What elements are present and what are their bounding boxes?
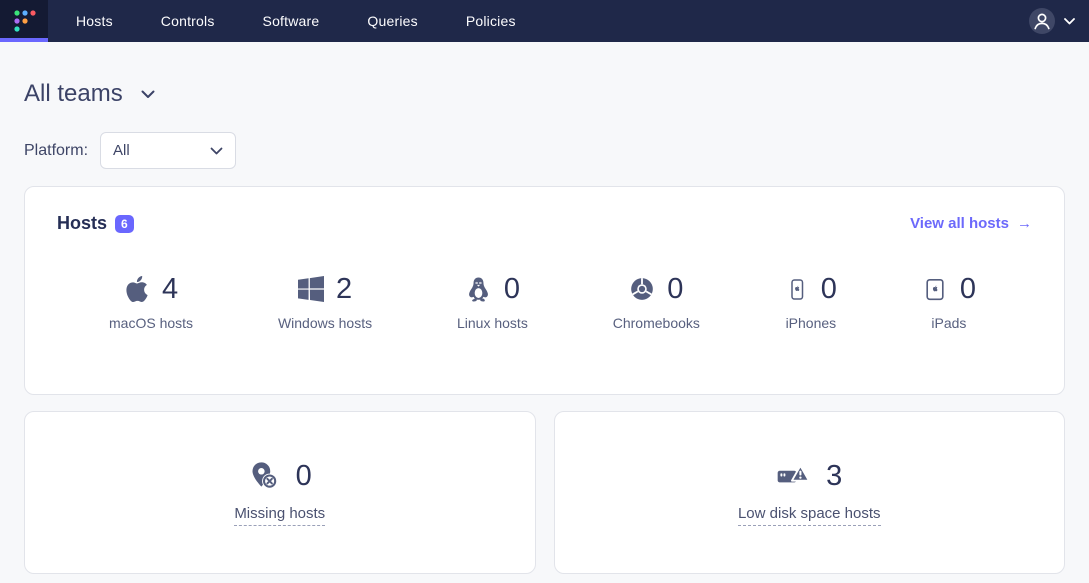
nav-item-controls[interactable]: Controls bbox=[160, 13, 215, 29]
platform-count-iphones[interactable]: 0 iPhones bbox=[785, 272, 837, 332]
missing-hosts-card: 0 Missing hosts bbox=[24, 411, 536, 574]
platform-count-chromebooks[interactable]: 0 Chromebooks bbox=[612, 272, 700, 332]
nav-item-software[interactable]: Software bbox=[262, 13, 320, 29]
low-disk-space-count: 3 bbox=[826, 459, 843, 492]
main-content: All teams Platform: All Hosts 6 View all… bbox=[0, 80, 1089, 574]
platform-label: Platform: bbox=[24, 141, 89, 159]
missing-hosts-label[interactable]: Missing hosts bbox=[234, 505, 326, 526]
chevron-down-icon bbox=[141, 90, 155, 99]
platform-count-macos[interactable]: 4 macOS hosts bbox=[109, 272, 194, 332]
windows-host-count: 2 bbox=[335, 272, 353, 305]
platform-count-linux[interactable]: 0 Linux hosts bbox=[457, 272, 528, 332]
fleet-logo-dots-icon bbox=[14, 10, 36, 32]
chromebook-count: 0 bbox=[667, 272, 684, 305]
chromebook-label: Chromebooks bbox=[612, 315, 700, 331]
apple-icon bbox=[124, 275, 150, 303]
hosts-summary-card: Hosts 6 View all hosts → 4 macOS hosts bbox=[24, 186, 1065, 395]
low-disk-space-label[interactable]: Low disk space hosts bbox=[737, 505, 881, 526]
macos-host-count: 4 bbox=[161, 272, 179, 305]
iphone-count: 0 bbox=[820, 272, 837, 305]
top-navbar: Hosts Controls Software Queries Policies bbox=[0, 0, 1089, 42]
ipad-icon bbox=[922, 276, 948, 303]
hosts-card-header: Hosts 6 View all hosts → bbox=[57, 213, 1032, 234]
iphone-icon bbox=[785, 276, 809, 303]
macos-host-label: macOS hosts bbox=[109, 315, 194, 331]
platform-filter-row: Platform: All bbox=[24, 132, 1065, 169]
chevron-down-icon bbox=[1064, 17, 1075, 25]
missing-hosts-icon bbox=[248, 461, 282, 491]
view-all-hosts-label: View all hosts bbox=[910, 215, 1009, 232]
view-all-hosts-link[interactable]: View all hosts → bbox=[910, 215, 1032, 232]
platform-select-value: All bbox=[113, 142, 130, 159]
nav-items: Hosts Controls Software Queries Policies bbox=[76, 0, 516, 42]
ipad-count: 0 bbox=[959, 272, 976, 305]
hosts-count-badge: 6 bbox=[115, 214, 134, 233]
hosts-card-title: Hosts bbox=[57, 213, 108, 233]
linux-icon bbox=[465, 275, 492, 303]
metric-cards-row: 0 Missing hosts 3 Low disk spa bbox=[24, 411, 1065, 574]
missing-hosts-count: 0 bbox=[295, 459, 312, 492]
user-menu[interactable] bbox=[1028, 0, 1089, 42]
arrow-right-icon: → bbox=[1017, 215, 1032, 232]
iphone-label: iPhones bbox=[785, 315, 837, 331]
fleet-logo[interactable] bbox=[0, 0, 48, 42]
chrome-icon bbox=[629, 276, 655, 302]
platform-count-ipads[interactable]: 0 iPads bbox=[922, 272, 976, 331]
nav-item-policies[interactable]: Policies bbox=[465, 13, 516, 29]
low-disk-space-icon bbox=[776, 462, 812, 490]
user-avatar-icon bbox=[1028, 7, 1056, 35]
nav-item-queries[interactable]: Queries bbox=[367, 13, 418, 29]
chevron-down-icon bbox=[210, 147, 223, 155]
low-disk-space-card: 3 Low disk space hosts bbox=[553, 411, 1065, 574]
platform-count-windows[interactable]: 2 Windows hosts bbox=[277, 272, 373, 332]
linux-host-count: 0 bbox=[503, 272, 520, 305]
windows-host-label: Windows hosts bbox=[277, 315, 373, 331]
windows-icon bbox=[297, 276, 324, 302]
team-selector-value: All teams bbox=[24, 80, 123, 107]
nav-item-hosts[interactable]: Hosts bbox=[76, 13, 113, 29]
team-selector[interactable]: All teams bbox=[24, 80, 1065, 108]
ipad-label: iPads bbox=[931, 315, 967, 331]
linux-host-label: Linux hosts bbox=[457, 315, 528, 331]
platform-counts-row: 4 macOS hosts 2 Windows hosts bbox=[57, 272, 1032, 332]
platform-select[interactable]: All bbox=[100, 132, 237, 169]
